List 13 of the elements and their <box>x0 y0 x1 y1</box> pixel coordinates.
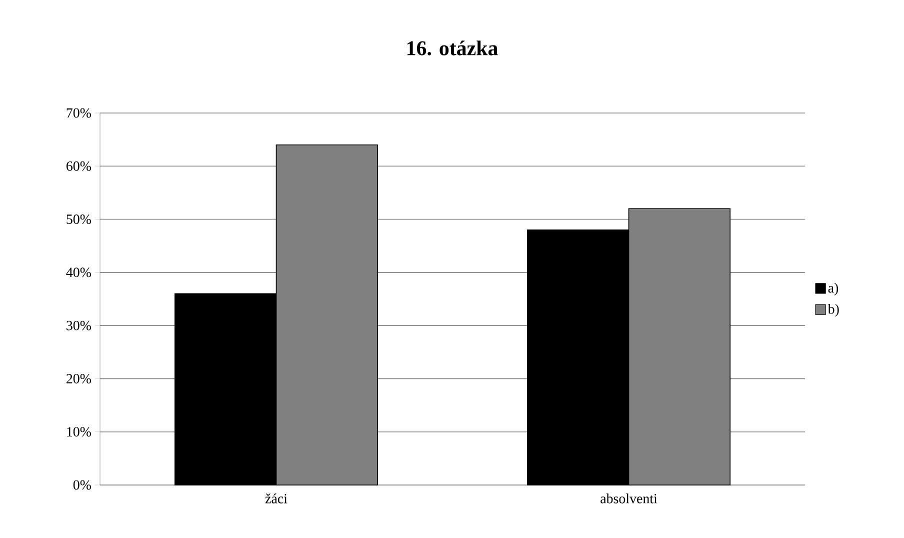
y-tick-label: 20% <box>66 374 92 384</box>
y-tick-label: 40% <box>66 268 92 278</box>
x-tick-label: žáci <box>265 494 288 504</box>
x-tick-label: absolventi <box>600 493 658 504</box>
y-tick-label: 30% <box>66 320 92 330</box>
legend-label: a) <box>828 282 838 296</box>
y-tick-label: 70% <box>66 108 92 118</box>
y-tick-label: 0% <box>73 480 92 490</box>
y-tick-label: 60% <box>66 161 92 171</box>
chart-title: 16. otázka <box>407 40 498 56</box>
legend-label: b) <box>828 304 839 317</box>
y-tick-label: 10% <box>67 427 92 437</box>
y-tick-label: 50% <box>66 214 92 224</box>
